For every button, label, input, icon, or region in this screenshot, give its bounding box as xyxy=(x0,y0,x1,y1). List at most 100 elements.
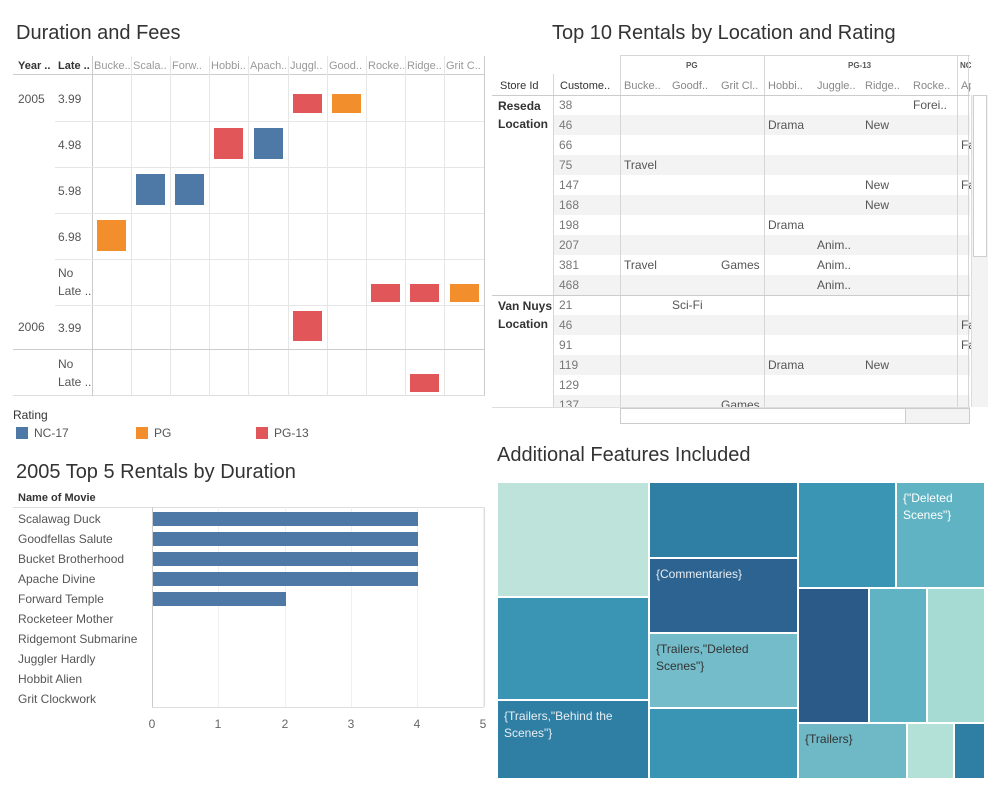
duration-bar[interactable] xyxy=(153,532,418,546)
movie-column-header[interactable]: Ridge.. xyxy=(407,60,442,72)
rental-mark-pg[interactable] xyxy=(450,284,479,302)
treemap-tile[interactable] xyxy=(497,597,649,700)
treemap-tile-trailers-behind[interactable]: {Trailers,"Behind the Scenes"} xyxy=(497,700,649,779)
category-cell[interactable]: Anim.. xyxy=(817,238,852,252)
movie-column-header[interactable]: Rocke.. xyxy=(368,60,404,72)
movie-column-header[interactable]: Forw.. xyxy=(172,60,202,72)
rental-mark-nc17[interactable] xyxy=(136,174,165,205)
treemap-tile[interactable] xyxy=(927,588,985,723)
horizontal-scroll-thumb[interactable] xyxy=(621,409,906,423)
category-cell[interactable]: Games xyxy=(721,398,760,407)
category-cell[interactable]: Drama xyxy=(768,118,805,132)
movie-column-header[interactable]: Bucke.. xyxy=(624,80,661,92)
movie-column-header[interactable]: Juggl.. xyxy=(290,60,323,72)
treemap-tile[interactable] xyxy=(869,588,927,723)
treemap-tile-commentaries[interactable]: {Commentaries} xyxy=(649,558,798,633)
treemap-tile-trailers-deleted[interactable]: {Trailers,"Deleted Scenes"} xyxy=(649,633,798,708)
movie-name-label[interactable]: Grit Clockwork xyxy=(18,692,97,706)
late-fee-label: Late .. xyxy=(58,284,92,298)
x-tick-label: 2 xyxy=(281,717,289,731)
duration-bar[interactable] xyxy=(153,512,418,526)
category-cell[interactable]: Fa xyxy=(961,338,971,352)
rental-mark-pg13[interactable] xyxy=(293,94,322,113)
legend-label-pg13[interactable]: PG-13 xyxy=(274,426,309,440)
movie-name-label[interactable]: Forward Temple xyxy=(18,592,104,606)
category-cell[interactable]: Drama xyxy=(768,358,805,372)
treemap-label: {Trailers} xyxy=(805,732,853,746)
treemap-tile[interactable] xyxy=(907,723,954,779)
treemap-tile[interactable] xyxy=(497,482,649,597)
movie-column-header[interactable]: Hobbi.. xyxy=(211,60,246,72)
movie-name-label[interactable]: Ridgemont Submarine xyxy=(18,632,138,646)
category-cell[interactable]: New xyxy=(865,198,890,212)
group-divider xyxy=(764,55,765,408)
rental-mark-nc17[interactable] xyxy=(175,174,204,205)
category-cell[interactable]: Anim.. xyxy=(817,278,852,292)
rental-mark-pg13[interactable] xyxy=(410,374,439,392)
category-cell[interactable]: Fa xyxy=(961,318,971,332)
treemap-tile[interactable] xyxy=(954,723,985,779)
rental-mark-nc17[interactable] xyxy=(254,128,283,159)
movie-column-header[interactable]: Juggle.. xyxy=(817,80,856,92)
category-cell[interactable]: Fa xyxy=(961,178,971,192)
movie-column-header[interactable]: Hobbi.. xyxy=(768,80,803,92)
rental-mark-pg13[interactable] xyxy=(214,128,243,159)
store-id-column-header[interactable]: Store Id xyxy=(500,80,539,92)
movie-name-label[interactable]: Hobbit Alien xyxy=(18,672,83,686)
legend-label-pg[interactable]: PG xyxy=(154,426,172,440)
horizontal-scrollbar[interactable] xyxy=(620,408,970,424)
category-cell[interactable]: New xyxy=(865,358,890,372)
legend-swatch-pg13[interactable] xyxy=(256,427,268,439)
duration-bar[interactable] xyxy=(153,552,418,566)
category-cell[interactable]: Drama xyxy=(768,218,805,232)
category-cell[interactable]: Fa xyxy=(961,138,971,152)
movie-column-header[interactable]: Grit C.. xyxy=(446,60,481,72)
category-cell[interactable]: Forei.. xyxy=(913,98,948,112)
treemap-tile-trailers[interactable]: {Trailers} xyxy=(798,723,907,779)
category-cell[interactable]: Travel xyxy=(624,158,657,172)
movie-name-label[interactable]: Rocketeer Mother xyxy=(18,612,114,626)
category-cell[interactable]: Anim.. xyxy=(817,258,852,272)
treemap-tile[interactable] xyxy=(798,482,896,588)
movie-name-label[interactable]: Juggler Hardly xyxy=(18,652,96,666)
rental-mark-pg13[interactable] xyxy=(410,284,439,302)
treemap-tile[interactable] xyxy=(798,588,869,723)
vertical-scrollbar[interactable] xyxy=(971,95,988,407)
movie-column-header[interactable]: Apach.. xyxy=(250,60,286,72)
legend-swatch-nc17[interactable] xyxy=(16,427,28,439)
year-column-header[interactable]: Year .. xyxy=(18,60,51,72)
legend-label-nc17[interactable]: NC-17 xyxy=(34,426,69,440)
legend-swatch-pg[interactable] xyxy=(136,427,148,439)
row-gridline xyxy=(55,305,484,306)
treemap-tile[interactable] xyxy=(649,708,798,779)
category-cell[interactable]: New xyxy=(865,118,890,132)
movie-name-label[interactable]: Apache Divine xyxy=(18,572,96,586)
movie-column-header[interactable]: Bucke.. xyxy=(94,60,130,72)
movie-name-label[interactable]: Scalawag Duck xyxy=(18,512,101,526)
late-fee-column-header[interactable]: Late .. xyxy=(58,60,90,72)
movie-name-label[interactable]: Bucket Brotherhood xyxy=(18,552,125,566)
rental-mark-pg13[interactable] xyxy=(371,284,400,302)
vertical-scroll-thumb[interactable] xyxy=(973,95,987,257)
customer-id: 381 xyxy=(559,258,580,272)
duration-bar[interactable] xyxy=(153,572,418,586)
treemap-tile-deleted-scenes[interactable]: {"Deleted Scenes"} xyxy=(896,482,985,588)
movie-column-header[interactable]: Goodf.. xyxy=(672,80,709,92)
rental-mark-pg13[interactable] xyxy=(293,311,322,341)
movie-column-header[interactable]: Ridge.. xyxy=(865,80,900,92)
movie-column-header[interactable]: Good.. xyxy=(329,60,363,72)
movie-column-header[interactable]: Grit Cl.. xyxy=(721,80,759,92)
category-cell[interactable]: Sci-Fi xyxy=(672,298,703,312)
movie-column-header[interactable]: Scala.. xyxy=(133,60,167,72)
category-cell[interactable]: New xyxy=(865,178,890,192)
rental-mark-pg[interactable] xyxy=(97,220,126,251)
movie-column-header[interactable]: Ap xyxy=(961,80,971,92)
rental-mark-pg[interactable] xyxy=(332,94,361,113)
treemap-tile[interactable] xyxy=(649,482,798,558)
category-cell[interactable]: Games xyxy=(721,258,760,272)
category-cell[interactable]: Travel xyxy=(624,258,657,272)
customer-column-header[interactable]: Custome.. xyxy=(560,80,611,92)
movie-name-label[interactable]: Goodfellas Salute xyxy=(18,532,113,546)
duration-bar[interactable] xyxy=(153,592,286,606)
movie-column-header[interactable]: Rocke.. xyxy=(913,80,951,92)
